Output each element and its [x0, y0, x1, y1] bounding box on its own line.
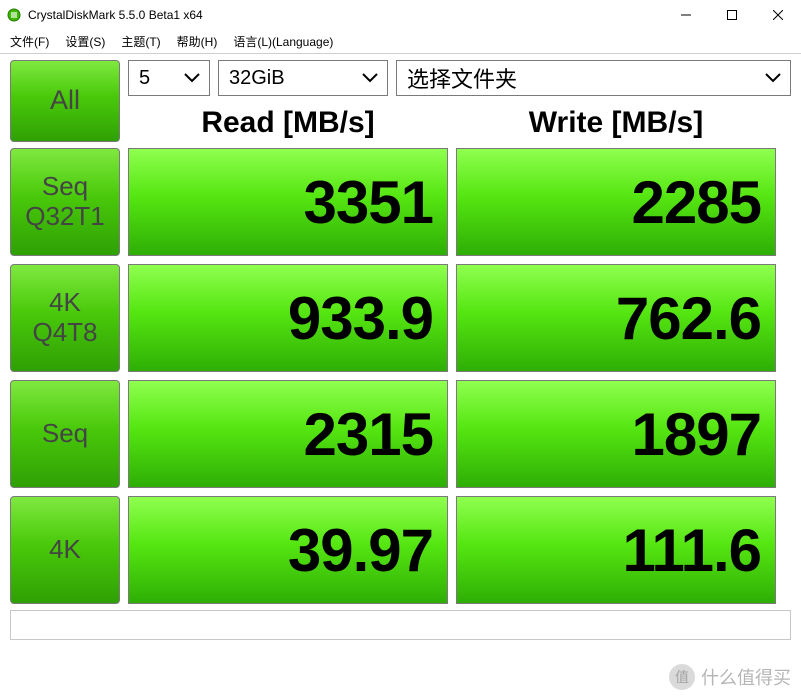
seq-q32t1-read-value: 3351	[128, 148, 448, 256]
4k-button[interactable]: 4K	[10, 496, 120, 604]
headers-row: Read [MB/s] Write [MB/s]	[128, 100, 791, 140]
chevron-down-icon	[359, 67, 381, 89]
menu-file[interactable]: 文件(F)	[4, 31, 55, 52]
close-button[interactable]	[755, 0, 801, 30]
seq-button[interactable]: Seq	[10, 380, 120, 488]
seq-read-value: 2315	[128, 380, 448, 488]
watermark-text: 什么值得买	[701, 664, 791, 690]
chevron-down-icon	[181, 67, 203, 89]
4k-q4t8-read-value: 933.9	[128, 264, 448, 372]
chevron-down-icon	[762, 67, 784, 89]
row-4k: 4K 39.97 111.6	[10, 496, 791, 604]
menubar: 文件(F) 设置(S) 主题(T) 帮助(H) 语言(L)(Language)	[0, 30, 801, 54]
status-bar	[10, 610, 791, 640]
seq-q32t1-button[interactable]: Seq Q32T1	[10, 148, 120, 256]
menu-theme[interactable]: 主题(T)	[115, 31, 166, 52]
window-title: CrystalDiskMark 5.5.0 Beta1 x64	[28, 8, 663, 22]
minimize-button[interactable]	[663, 0, 709, 30]
row-seq: Seq 2315 1897	[10, 380, 791, 488]
content-area: All 5 32GiB 选择文件夹 Read [MB/s] Write	[0, 54, 801, 650]
seq-q32t1-label: Seq Q32T1	[25, 172, 105, 232]
4k-q4t8-button[interactable]: 4K Q4T8	[10, 264, 120, 372]
4k-read-value: 39.97	[128, 496, 448, 604]
watermark-icon: 值	[669, 664, 695, 690]
top-row: All 5 32GiB 选择文件夹 Read [MB/s] Write	[10, 60, 791, 142]
selects-row: 5 32GiB 选择文件夹	[128, 60, 791, 96]
4k-label: 4K	[49, 535, 81, 565]
titlebar: CrystalDiskMark 5.5.0 Beta1 x64	[0, 0, 801, 30]
4k-q4t8-write-value: 762.6	[456, 264, 776, 372]
menu-help[interactable]: 帮助(H)	[171, 31, 224, 52]
test-count-select[interactable]: 5	[128, 60, 210, 96]
seq-label: Seq	[42, 419, 88, 449]
menu-settings[interactable]: 设置(S)	[59, 31, 111, 52]
4k-write-value: 111.6	[456, 496, 776, 604]
menu-language[interactable]: 语言(L)(Language)	[227, 31, 339, 52]
window-controls	[663, 0, 801, 30]
row-4k-q4t8: 4K Q4T8 933.9 762.6	[10, 264, 791, 372]
4k-q4t8-label: 4K Q4T8	[32, 288, 97, 348]
results-grid: Seq Q32T1 3351 2285 4K Q4T8 933.9 762.6 …	[10, 148, 791, 604]
test-size-value: 32GiB	[229, 67, 285, 90]
maximize-button[interactable]	[709, 0, 755, 30]
all-button-label: All	[50, 85, 80, 116]
top-controls: 5 32GiB 选择文件夹 Read [MB/s] Write [MB/s]	[128, 60, 791, 142]
watermark: 值 什么值得买	[669, 664, 791, 690]
all-button[interactable]: All	[10, 60, 120, 142]
test-count-value: 5	[139, 67, 150, 90]
folder-select[interactable]: 选择文件夹	[396, 60, 791, 96]
app-icon	[6, 7, 22, 23]
seq-q32t1-write-value: 2285	[456, 148, 776, 256]
read-header: Read [MB/s]	[128, 106, 448, 140]
seq-write-value: 1897	[456, 380, 776, 488]
folder-value: 选择文件夹	[407, 62, 517, 94]
write-header: Write [MB/s]	[456, 106, 776, 140]
row-seq-q32t1: Seq Q32T1 3351 2285	[10, 148, 791, 256]
test-size-select[interactable]: 32GiB	[218, 60, 388, 96]
